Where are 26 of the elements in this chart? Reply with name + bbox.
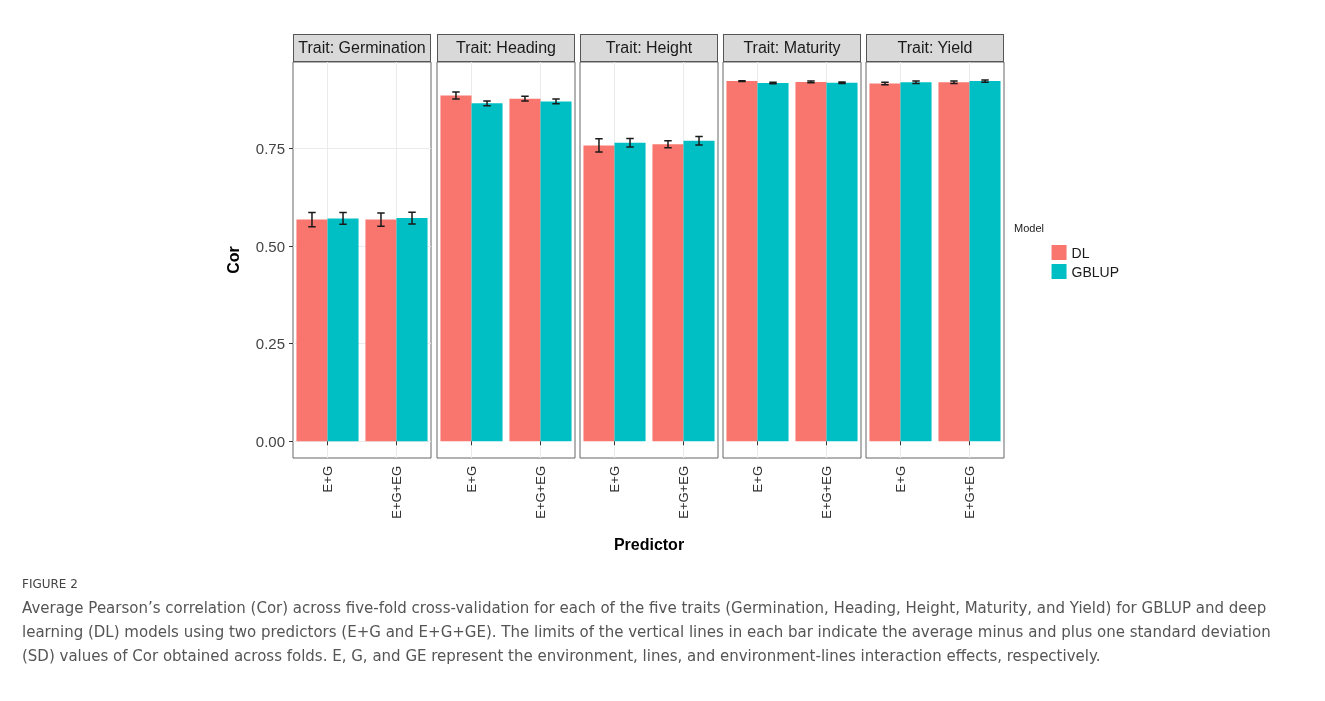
x-tick-label: E+G+EG: [676, 466, 691, 519]
chart-title: Trait: Germination: [293, 34, 431, 62]
y-tick-label: 0.50: [255, 237, 285, 255]
x-tick-label: E+G: [893, 466, 908, 493]
legend-label: GBLUP: [1071, 263, 1120, 280]
legend-label: DL: [1071, 244, 1090, 261]
text: Average Pearson’s correlation (Cor) across five-fold cross-validation for each of the five traits (Germination, Heading, Height, Maturity, and Yield) for GBLUP and deep learning (DL) models using two predictors (E+G and E+G+GE). The limits of the vertical lines in each bar indicate the average minus and plus one standard deviation (SD) values of Cor obtained across folds. E, G, and GE represent the environment, lines, and environment-lines interaction effects, respectively.: [22, 598, 1272, 667]
x-tick-label: E+G+EG: [389, 466, 404, 519]
x-tick-label: E+G: [750, 466, 765, 493]
caption: FIGURE 2: [22, 576, 79, 593]
chart-title: Trait: Yield: [866, 34, 1004, 62]
y-axis-title: Cor: [224, 246, 242, 274]
y-tick-label: 0.75: [255, 140, 285, 158]
chart-title: Trait: Maturity: [723, 34, 861, 62]
x-tick-label: E+G: [607, 466, 622, 493]
x-tick-label: E+G: [320, 466, 335, 493]
x-tick-label: E+G+EG: [962, 466, 977, 519]
x-tick-label: E+G: [464, 466, 479, 493]
chart-title: Trait: Heading: [437, 34, 575, 62]
x-tick-label: E+G+EG: [819, 466, 834, 519]
chart-title: Trait: Height: [580, 34, 718, 62]
x-tick-label: E+G+EG: [533, 466, 548, 519]
y-tick-label: 0.25: [255, 335, 285, 353]
x-axis-title: Predictor: [613, 535, 685, 553]
legend-title: Model: [1014, 221, 1045, 234]
y-tick-label: 0.00: [255, 432, 285, 450]
